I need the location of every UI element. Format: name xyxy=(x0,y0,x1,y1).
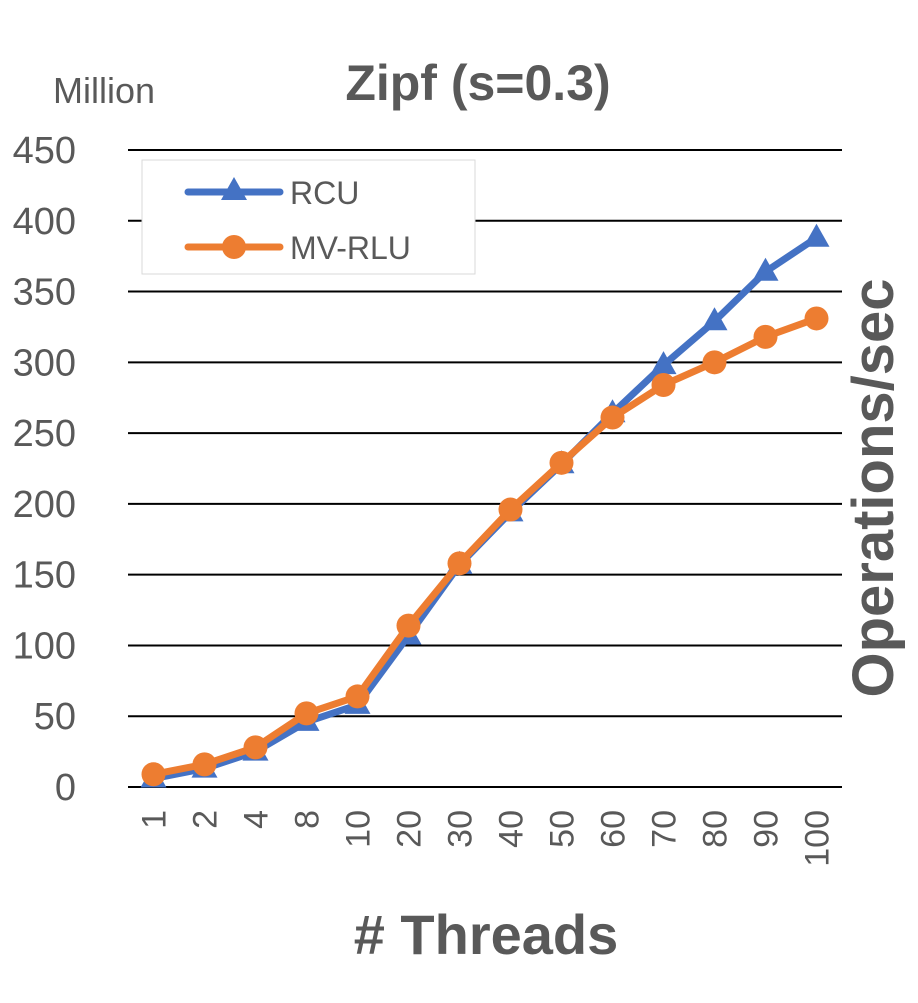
data-point-mv-rlu xyxy=(294,701,319,726)
data-point-mv-rlu xyxy=(243,735,268,760)
x-tick-label: 2 xyxy=(187,810,225,829)
legend-box xyxy=(141,159,476,275)
data-point-mv-rlu xyxy=(804,306,829,331)
x-axis-label: # Threads xyxy=(354,903,619,966)
x-tick-label: 70 xyxy=(646,810,684,848)
data-point-mv-rlu xyxy=(702,350,727,375)
y-tick-label: 400 xyxy=(13,201,76,243)
data-point-mv-rlu xyxy=(753,324,778,349)
data-point-mv-rlu xyxy=(498,497,523,522)
legend-label-rcu: RCU xyxy=(290,175,359,211)
legend-label-mv-rlu: MV-RLU xyxy=(290,230,411,266)
data-point-mv-rlu xyxy=(141,762,166,787)
series-layer xyxy=(140,223,830,788)
data-point-mv-rlu xyxy=(192,752,217,777)
x-tick-label: 8 xyxy=(289,810,327,829)
y-tick-label: 0 xyxy=(55,767,76,809)
data-point-mv-rlu xyxy=(651,372,676,397)
y-tick-label: 250 xyxy=(13,413,76,455)
data-point-mv-rlu xyxy=(345,684,370,709)
y-tick-label: 350 xyxy=(13,272,76,314)
data-point-mv-rlu xyxy=(549,450,574,475)
x-tick-label: 60 xyxy=(595,810,633,848)
data-point-mv-rlu xyxy=(600,405,625,430)
unit-label: Million xyxy=(53,70,155,111)
x-tick-label: 10 xyxy=(340,810,378,848)
data-point-rcu xyxy=(752,257,779,281)
legend-marker-rcu xyxy=(221,177,247,200)
data-point-rcu xyxy=(701,307,728,331)
y-tick-label: 100 xyxy=(13,625,76,667)
series-line-mv-rlu xyxy=(150,314,820,778)
x-tick-label: 4 xyxy=(238,810,276,829)
data-point-rcu xyxy=(650,351,677,375)
y-tick-label: 450 xyxy=(13,130,76,172)
chart-title: Zipf (s=0.3) xyxy=(345,55,610,111)
y-tick-labels: 0 50 100 150 200 250 300 350 400 450 xyxy=(13,130,76,809)
legend-marker-mv-rlu xyxy=(222,235,246,259)
x-tick-label: 50 xyxy=(544,810,582,848)
data-point-mv-rlu xyxy=(396,613,421,638)
x-tick-label: 1 xyxy=(136,810,174,829)
y-tick-label: 200 xyxy=(13,484,76,526)
y-axis-label: Operations/sec xyxy=(841,278,906,697)
x-tick-label: 90 xyxy=(748,810,786,848)
data-point-mv-rlu xyxy=(447,551,472,576)
legend: RCU MV-RLU xyxy=(141,159,476,275)
y-tick-label: 300 xyxy=(13,342,76,384)
x-tick-label: 40 xyxy=(493,810,531,848)
x-tick-label: 20 xyxy=(391,810,429,848)
x-tick-label: 30 xyxy=(442,810,480,848)
data-point-rcu xyxy=(803,223,830,247)
x-tick-label: 80 xyxy=(697,810,735,848)
x-tick-labels: 1 2 4 8 10 20 30 40 50 60 70 80 90 100 xyxy=(136,810,837,867)
y-tick-label: 150 xyxy=(13,555,76,597)
y-tick-label: 50 xyxy=(34,696,76,738)
gridlines xyxy=(128,149,842,788)
x-tick-label: 100 xyxy=(799,810,837,867)
